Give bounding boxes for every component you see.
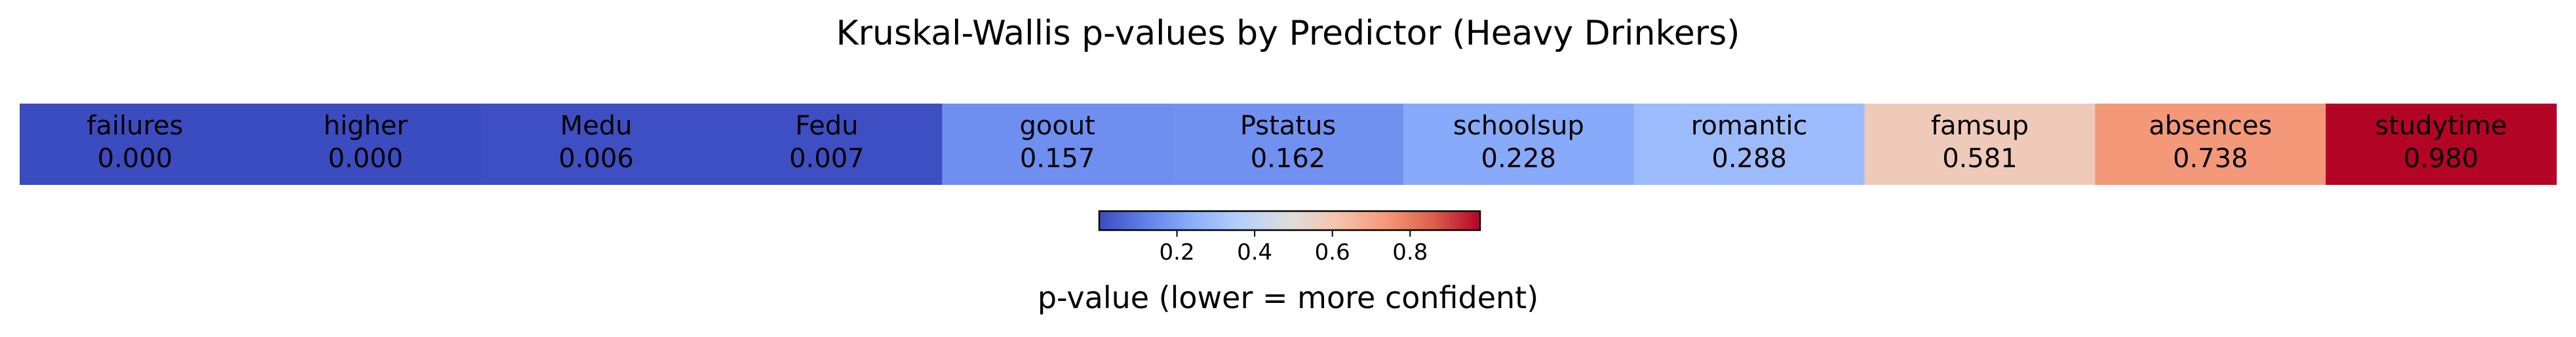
cell-category-label: absences <box>2149 111 2272 141</box>
colorbar-label: p-value (lower = more confident) <box>1038 280 1538 315</box>
heatmap-cell-rect <box>2326 104 2557 185</box>
cell-category-label: higher <box>324 111 408 141</box>
cell-value-label: 0.157 <box>1020 144 1095 174</box>
cell-category-label: Medu <box>560 111 633 141</box>
cell-category-label: Fedu <box>795 111 858 141</box>
heatmap-cell-rect <box>480 104 712 185</box>
cell-category-label: failures <box>87 111 183 141</box>
heatmap-cell-rect <box>942 104 1173 185</box>
cell-category-label: famsup <box>1931 111 2029 141</box>
heatmap-cell-rect <box>250 104 482 185</box>
heatmap-cell-rect <box>20 104 251 185</box>
cell-value-label: 0.007 <box>789 144 865 174</box>
cell-value-label: 0.980 <box>2404 144 2479 174</box>
cell-category-label: goout <box>1019 111 1095 141</box>
cell-value-label: 0.006 <box>558 144 634 174</box>
heatmap-cell-rect <box>1403 104 1635 185</box>
cell-category-label: studytime <box>2375 111 2507 141</box>
cell-value-label: 0.581 <box>1942 144 2018 174</box>
heatmap-row: failures0.000higher0.000Medu0.006Fedu0.0… <box>20 104 2557 185</box>
cell-value-label: 0.288 <box>1711 144 1787 174</box>
heatmap-cell-rect <box>1864 104 2096 185</box>
cell-value-label: 0.000 <box>98 144 173 174</box>
cell-category-label: romantic <box>1691 111 1808 141</box>
cell-category-label: Pstatus <box>1240 111 1336 141</box>
colorbar-tick-label: 0.8 <box>1392 239 1428 266</box>
cell-category-label: schoolsup <box>1453 111 1584 141</box>
cell-value-label: 0.228 <box>1481 144 1557 174</box>
chart-title: Kruskal-Wallis p-values by Predictor (He… <box>836 14 1740 53</box>
heatmap-cell-rect <box>1173 104 1404 185</box>
heatmap-cell-rect <box>2095 104 2326 185</box>
colorbar-gradient <box>1098 210 1481 231</box>
colorbar: 0.2 0.4 0.6 0.8 <box>1098 210 1481 266</box>
cell-value-label: 0.738 <box>2173 144 2248 174</box>
cell-value-label: 0.162 <box>1251 144 1326 174</box>
heatmap-cell-rect <box>1633 104 1865 185</box>
heatmap-cell-rect <box>711 104 943 185</box>
colorbar-tick-label: 0.4 <box>1237 239 1272 266</box>
colorbar-tick-label: 0.2 <box>1160 239 1195 266</box>
cell-value-label: 0.000 <box>328 144 403 174</box>
colorbar-tick-label: 0.6 <box>1315 239 1350 266</box>
